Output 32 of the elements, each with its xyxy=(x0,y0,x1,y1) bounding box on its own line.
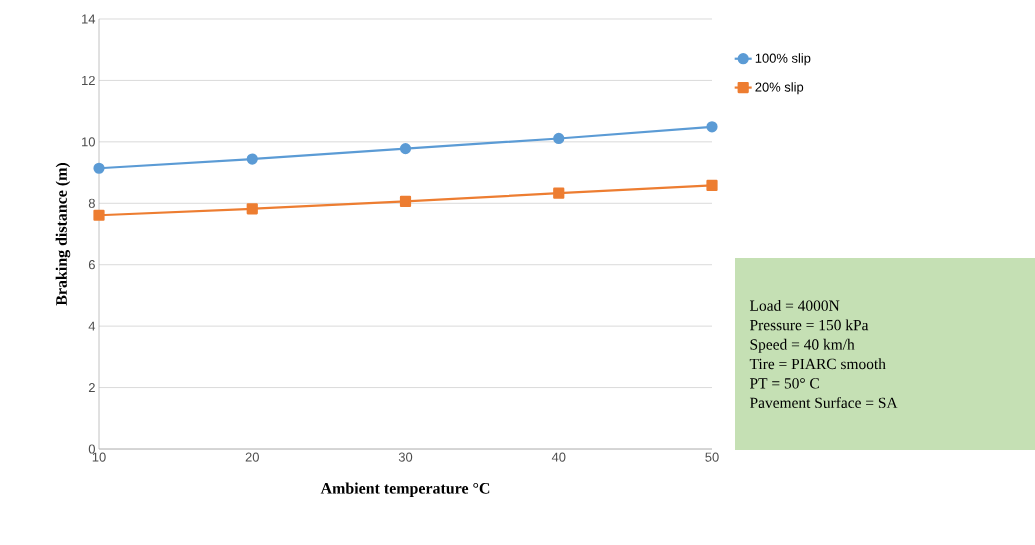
text: Pressure = 150 kPa xyxy=(749,319,869,331)
y-tick-label: 6 xyxy=(88,260,95,270)
x-tick-label: 40 xyxy=(551,452,566,462)
point xyxy=(93,162,105,174)
x-tick-label: 50 xyxy=(705,452,719,462)
y-tick-label: 14 xyxy=(82,14,96,24)
y-axis-title: Braking distance (m) xyxy=(55,162,71,306)
point xyxy=(93,209,105,221)
y-tick-label: 2 xyxy=(88,383,95,393)
text: Pavement Surface = SA xyxy=(749,396,898,408)
legend-label: 100% slip xyxy=(755,53,811,66)
point xyxy=(399,143,412,155)
point xyxy=(246,203,258,215)
y-tick-label: 4 xyxy=(88,321,96,331)
x-axis-title: Ambient temperature °C xyxy=(320,482,490,497)
point xyxy=(246,153,258,165)
y-tick-label: 12 xyxy=(82,75,95,85)
legend-label: 20% slip xyxy=(755,82,804,95)
point xyxy=(399,195,412,208)
x-tick-label: 20 xyxy=(245,452,259,462)
point xyxy=(553,187,565,199)
point xyxy=(553,132,565,145)
y-tick-label: 10 xyxy=(82,137,95,147)
text: Tire = PIARC smooth xyxy=(749,358,886,370)
point xyxy=(706,121,718,133)
y-tick-label: 8 xyxy=(88,198,95,208)
text: Load = 4000N xyxy=(749,299,840,311)
y-tick-label: 0 xyxy=(88,444,95,454)
x-tick-label: 30 xyxy=(398,452,413,462)
text: PT = 50° C xyxy=(749,378,819,389)
point xyxy=(706,179,718,192)
text: Speed = 40 km/h xyxy=(750,338,855,353)
